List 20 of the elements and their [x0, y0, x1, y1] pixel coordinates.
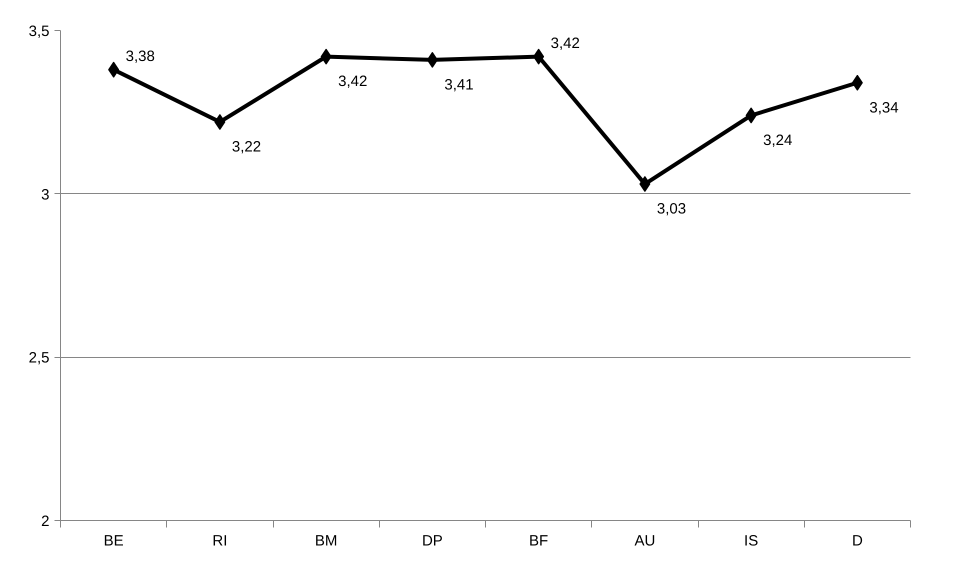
data-label: 3,03 [656, 200, 686, 218]
y-tick-label: 2 [41, 513, 50, 530]
x-tick-label: BM [314, 532, 338, 550]
y-tick-label: 3 [41, 186, 50, 204]
y-tick-label: 3,5 [28, 23, 50, 40]
data-label: 3,42 [338, 73, 368, 90]
x-tick-label: BE [104, 532, 124, 550]
y-tick-label: 2,5 [28, 350, 50, 367]
data-label: 3,38 [126, 48, 155, 66]
x-tick-label: BF [529, 532, 548, 550]
x-tick-label: D [852, 532, 863, 550]
data-label: 3,24 [763, 132, 792, 149]
data-label: 3,34 [869, 99, 899, 116]
x-tick-label: IS [744, 532, 758, 550]
data-label: 3,41 [444, 76, 474, 94]
data-label: 3,42 [550, 35, 580, 52]
data-label: 3,22 [232, 138, 262, 156]
x-tick-label: AU [634, 532, 656, 550]
x-tick-label: DP [422, 532, 443, 550]
x-tick-label: RI [212, 532, 228, 550]
